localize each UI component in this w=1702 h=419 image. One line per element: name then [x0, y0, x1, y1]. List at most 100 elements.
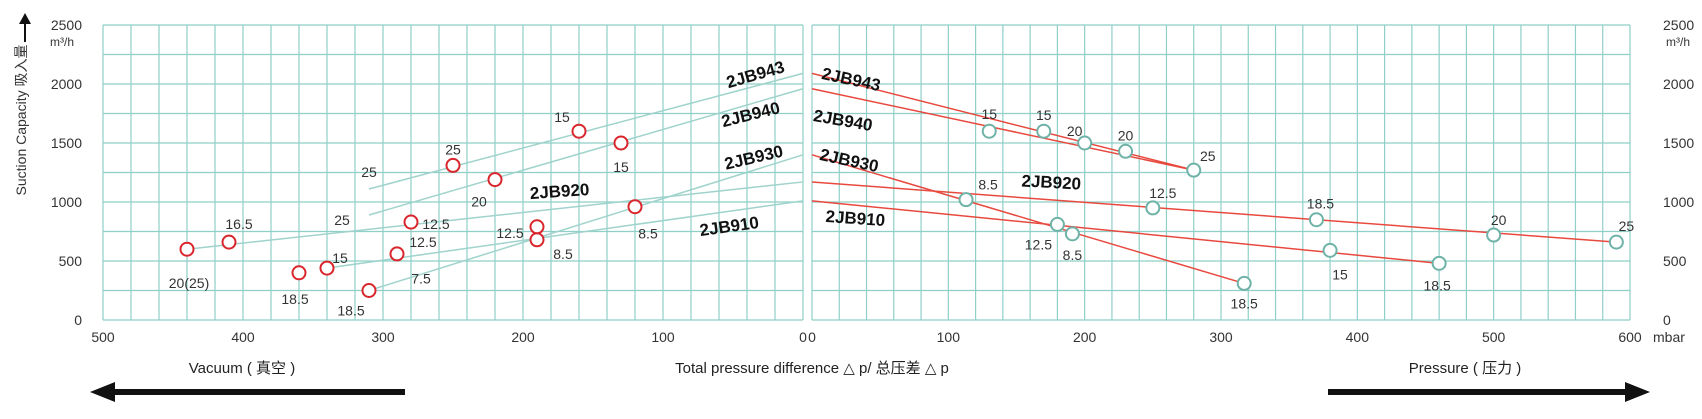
x-tick-label-pressure: 600: [1618, 329, 1642, 345]
vacuum-marker-2JB910: [529, 219, 545, 235]
vacuum-marker-2JB930: [361, 283, 377, 298]
y-tick-label-right: 1000: [1663, 194, 1694, 210]
vacuum-point-label: 18.5: [337, 303, 364, 319]
pressure-label: Pressure ( 压力 ): [1409, 360, 1522, 377]
x-tick-label-vacuum: 100: [651, 329, 675, 345]
vacuum-marker-2JB940: [487, 172, 503, 188]
vacuum-point-label: 7.5: [411, 270, 431, 286]
x-tick-label-pressure: 400: [1346, 329, 1370, 345]
vacuum-marker-2JB920: [403, 214, 419, 230]
vacuum-point-label: 12.5: [422, 216, 449, 232]
vacuum-point-label: 25: [361, 164, 377, 180]
x-tick-label-pressure: 100: [937, 329, 961, 345]
pressure-marker-2JB930: [1049, 216, 1065, 232]
y-unit-left: m³/h: [50, 35, 74, 49]
pressure-point-label: 15: [1036, 107, 1052, 123]
y-axis-title: Suction Capacity 吸入量: [13, 45, 29, 196]
pressure-marker-2JB940: [1036, 123, 1052, 139]
vacuum-point-label: 12.5: [496, 225, 523, 241]
y-tick-label-left: 1000: [51, 194, 82, 210]
pressure-unit-label: mbar: [1653, 329, 1685, 345]
pressure-marker-2JB920: [1145, 200, 1161, 216]
y-tick-label-left: 0: [74, 312, 82, 328]
pressure-series-name: 2JB943: [820, 64, 882, 95]
pressure-marker-2JB910: [1431, 255, 1447, 271]
pressure-marker-2JB920: [1608, 234, 1624, 250]
vacuum-marker-2JB910: [291, 265, 307, 281]
pressure-marker-2JB930: [1236, 275, 1252, 291]
y-tick-label-left: 500: [59, 253, 83, 269]
y-tick-label-right: 500: [1663, 253, 1687, 269]
vacuum-series-name: 2JB943: [724, 57, 786, 92]
pressure-marker-2JB920: [1308, 212, 1324, 228]
y-tick-label-left: 2000: [51, 76, 82, 92]
y-tick-label-right: 2000: [1663, 76, 1694, 92]
vacuum-marker-2JB930: [627, 199, 643, 215]
vacuum-label: Vacuum ( 真空 ): [189, 359, 295, 377]
pressure-point-label: 15: [1332, 266, 1348, 282]
x-axis-title: Total pressure difference △ p/ 总压差 △ p: [675, 360, 949, 377]
pressure-line-2JB920: [811, 181, 1617, 243]
pressure-marker-2JB943: [1077, 135, 1093, 151]
x-tick-label-pressure: 500: [1482, 329, 1506, 345]
vacuum-point-label: 18.5: [281, 291, 308, 307]
y-tick-label-left: 1500: [51, 135, 82, 151]
pressure-series-name: 2JB910: [825, 207, 886, 230]
pressure-marker-2JB943: [1186, 162, 1202, 178]
pressure-marker-2JB940: [1118, 143, 1134, 159]
vacuum-point-label: 15: [613, 159, 629, 175]
vacuum-line-2JB940: [368, 87, 804, 216]
pressure-point-label: 12.5: [1149, 185, 1176, 201]
y-tick-label-right: 2500: [1663, 17, 1694, 33]
pressure-marker-2JB943: [981, 123, 997, 139]
vacuum-point-label: 20(25): [169, 275, 209, 291]
x-tick-label-vacuum: 0: [799, 329, 807, 345]
vacuum-point-label: 25: [334, 212, 350, 228]
y-tick-label-right: 0: [1663, 312, 1671, 328]
pressure-series-name: 2JB920: [1021, 171, 1081, 193]
marker-layer: [179, 123, 1624, 298]
vacuum-marker-2JB943: [445, 157, 461, 173]
vacuum-marker-2JB940: [613, 135, 629, 151]
vacuum-point-label: 20: [471, 194, 487, 210]
pressure-point-label: 18.5: [1231, 295, 1258, 311]
vacuum-marker-2JB910: [319, 260, 335, 276]
pressure-marker-2JB910: [1064, 226, 1080, 242]
vacuum-point-label: 15: [332, 250, 348, 266]
vacuum-point-label: 16.5: [225, 216, 252, 232]
right-direction-arrow: [1328, 382, 1650, 402]
vacuum-line-2JB920: [186, 181, 804, 250]
pressure-series-name: 2JB930: [818, 145, 880, 176]
pressure-point-label: 8.5: [978, 177, 998, 193]
vacuum-series-name: 2JB920: [529, 180, 590, 203]
grid-layer: [102, 24, 1631, 321]
x-tick-label-pressure: 0: [808, 329, 816, 345]
left-direction-arrow: [90, 382, 405, 402]
pressure-line-2JB930: [811, 154, 1245, 285]
vacuum-line-2JB930: [368, 154, 804, 292]
vacuum-point-label: 12.5: [409, 234, 436, 250]
pressure-series-name: 2JB940: [812, 106, 874, 135]
vacuum-series-name: 2JB910: [698, 213, 760, 240]
pressure-point-label: 12.5: [1025, 236, 1052, 252]
pressure-point-label: 20: [1118, 127, 1134, 143]
y-unit-right: m³/h: [1666, 35, 1690, 49]
axis-layer: Suction Capacity 吸入量 m³/h m³/h Total pre…: [13, 13, 1690, 402]
pressure-marker-2JB920: [1486, 227, 1502, 243]
vacuum-marker-2JB920: [179, 241, 195, 257]
vacuum-line-2JB910: [326, 200, 804, 269]
x-tick-label-pressure: 300: [1209, 329, 1233, 345]
x-tick-label-vacuum: 500: [91, 329, 115, 345]
y-axis-up-arrow: [19, 13, 31, 42]
y-tick-label-left: 2500: [51, 17, 82, 33]
x-tick-label-vacuum: 400: [231, 329, 255, 345]
y-tick-label-right: 1500: [1663, 135, 1694, 151]
pressure-point-label: 25: [1619, 218, 1635, 234]
pressure-point-label: 18.5: [1424, 277, 1451, 293]
vacuum-point-label: 8.5: [553, 246, 573, 262]
pressure-point-label: 20: [1491, 212, 1507, 228]
vacuum-marker-2JB930: [529, 232, 545, 248]
